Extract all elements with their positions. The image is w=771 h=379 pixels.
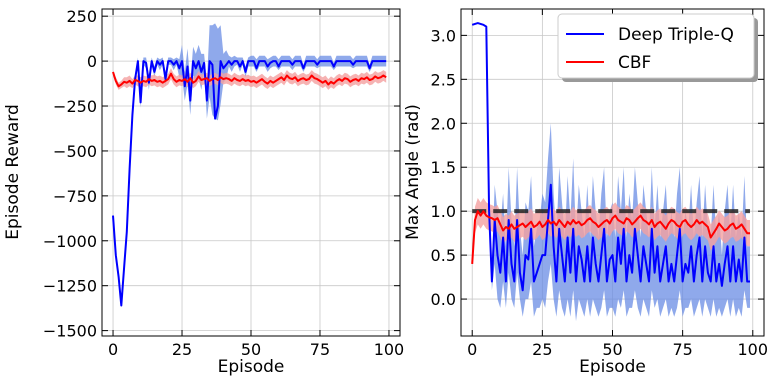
band-cbf: [113, 68, 387, 90]
y-tick-label: −250: [53, 97, 97, 116]
legend: Deep Triple-Q CBF: [557, 13, 758, 82]
series-line-cbf: [112, 71, 387, 88]
angle-panel: 0 25 50 75 100 3.0 2.5 2.0 1.5 1.0 0.5 0.0 Episode Ma…: [403, 8, 769, 377]
series-line-deep-triple-q: [471, 22, 750, 292]
y-tick-label: 1.5: [431, 158, 456, 177]
y-tick-label: −1250: [43, 277, 97, 296]
plot-area: [112, 23, 387, 307]
y-tick-label: 0.5: [431, 246, 456, 265]
x-tick-label: 75: [310, 340, 330, 359]
y-tick-label: −500: [53, 142, 97, 161]
y-tick-label: 2.5: [431, 70, 456, 89]
reward-panel: 0 25 50 75 100 250 0 −250 −500 −750 −1000 −1250 −150…: [3, 7, 404, 377]
series-line-cbf: [471, 210, 750, 264]
legend-box: [557, 13, 755, 79]
y-tick-label: 3.0: [431, 26, 456, 45]
x-tick-label: 100: [738, 340, 769, 359]
x-tick-label: 25: [532, 340, 552, 359]
y-tick-label: −1000: [43, 232, 97, 251]
x-tick-label: 50: [602, 340, 622, 359]
y-tick-label: −1500: [43, 322, 97, 341]
band-cbf: [472, 198, 750, 264]
x-tick-label: 0: [108, 340, 118, 359]
x-axis-label: Episode: [218, 357, 285, 377]
x-tick-label: 0: [467, 340, 477, 359]
y-tick-label: −750: [53, 187, 97, 206]
legend-label-deep-triple-q: Deep Triple-Q: [618, 25, 734, 45]
x-tick-label: 75: [672, 340, 692, 359]
y-tick-label: 2.0: [431, 114, 456, 133]
x-tick-label: 50: [241, 340, 261, 359]
y-axis-label: Max Angle (rad): [403, 104, 423, 240]
series-line-deep-triple-q: [112, 60, 387, 307]
plot-area: [471, 22, 750, 322]
y-tick-label: 0.0: [431, 290, 456, 309]
x-axis-label: Episode: [579, 357, 646, 377]
x-tick-label: 100: [374, 340, 405, 359]
y-tick-label: 250: [66, 7, 97, 26]
band-deep-triple-q: [113, 23, 387, 306]
y-tick-label: 1.0: [431, 202, 456, 221]
y-axis-label: Episode Reward: [3, 104, 23, 239]
x-tick-label: 25: [172, 340, 192, 359]
legend-label-cbf: CBF: [618, 53, 651, 73]
y-tick-label: 0: [87, 52, 97, 71]
